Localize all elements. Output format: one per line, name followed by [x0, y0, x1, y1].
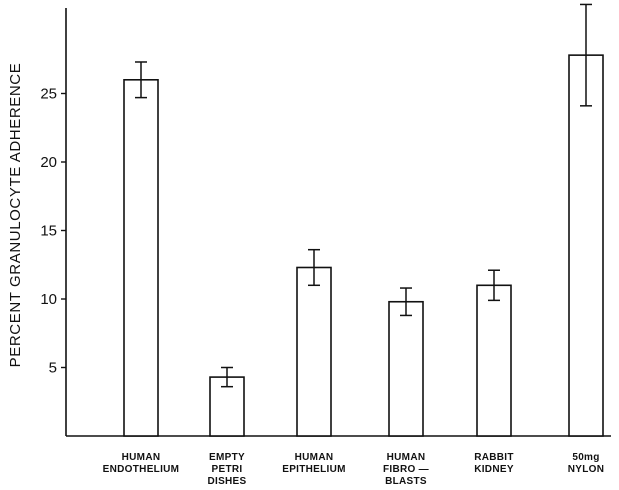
bars — [123, 3, 604, 437]
y-tick-label: 20 — [40, 154, 57, 171]
y-tick-label: 5 — [49, 360, 57, 377]
bar — [388, 300, 424, 437]
x-tick-label: 50mg NYLON — [568, 452, 605, 475]
x-axis-labels: HUMAN ENDOTHELIUM EMPTY PETRI DISHES HUMAN EPI… — [103, 452, 605, 487]
y-axis-title: PERCENT GRANULOCYTE ADHERENCE — [7, 63, 24, 368]
x-tick-label: HUMAN FIBRO — BLASTS — [383, 452, 429, 487]
bar — [296, 266, 332, 437]
y-tick-label: 25 — [40, 86, 57, 103]
bar — [123, 79, 159, 437]
bar — [476, 284, 512, 437]
y-tick-label: 15 — [40, 223, 57, 240]
y-tick-label: 10 — [40, 291, 57, 308]
x-tick-label: HUMAN EPITHELIUM — [282, 452, 346, 475]
x-tick-label: EMPTY PETRI DISHES — [207, 452, 246, 487]
x-tick-label: RABBIT KIDNEY — [474, 452, 514, 475]
x-tick-label: HUMAN ENDOTHELIUM — [103, 452, 180, 475]
bar — [568, 54, 604, 437]
